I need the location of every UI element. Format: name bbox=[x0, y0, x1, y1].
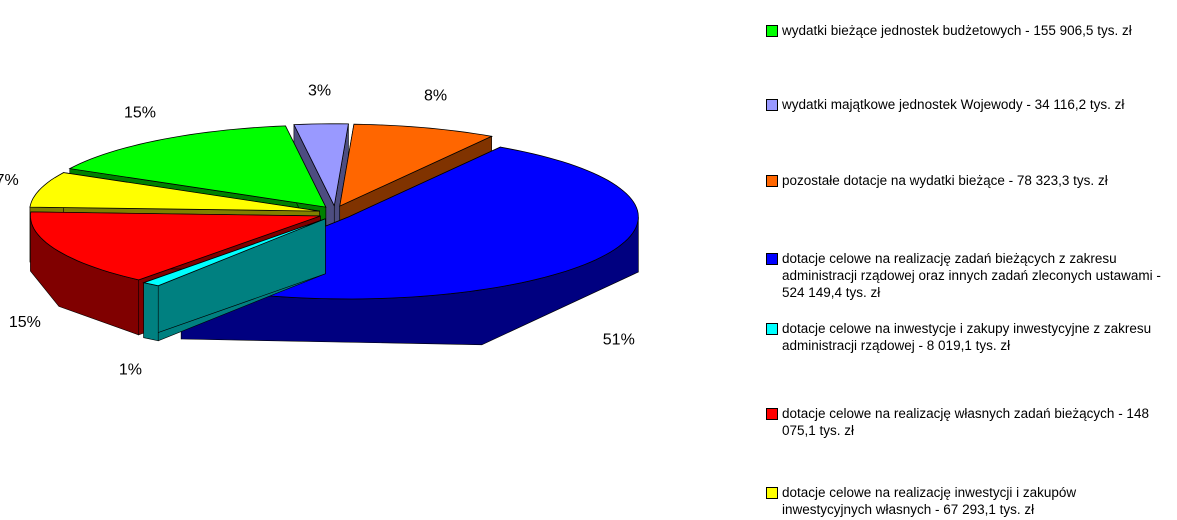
legend-label: dotacje celowe na realizację zadań bieżą… bbox=[782, 251, 1161, 300]
legend-item: wydatki majątkowe jednostek Wojewody - 3… bbox=[766, 96, 1166, 113]
legend-swatch bbox=[766, 99, 778, 111]
legend-item: dotacje celowe na inwestycje i zakupy in… bbox=[766, 320, 1166, 354]
legend-swatch bbox=[766, 487, 778, 499]
legend-item: dotacje celowe na realizację inwestycji … bbox=[766, 484, 1166, 518]
legend-item: dotacje celowe na realizację zadań bieżą… bbox=[766, 250, 1166, 301]
slice-top bbox=[68, 125, 327, 208]
data-label: 51% bbox=[603, 331, 635, 348]
data-label: 3% bbox=[308, 82, 331, 99]
slice-wall bbox=[143, 282, 159, 342]
slice bbox=[142, 218, 326, 342]
slice-top bbox=[293, 123, 349, 208]
data-label: 15% bbox=[124, 104, 156, 121]
legend-label: dotacje celowe na realizację własnych za… bbox=[782, 406, 1149, 438]
slice-top bbox=[29, 211, 321, 281]
slice-top bbox=[142, 218, 326, 287]
legend-item: wydatki bieżące jednostek budżetowych - … bbox=[766, 22, 1166, 39]
data-label: 1% bbox=[119, 362, 142, 379]
data-label: 7% bbox=[0, 172, 19, 189]
chart: 15% 3% 8% 51% 1% 15% 7% bbox=[0, 82, 639, 379]
legend-item: dotacje celowe na realizację własnych za… bbox=[766, 405, 1166, 439]
legend-label: dotacje celowe na inwestycje i zakupy in… bbox=[782, 321, 1152, 353]
data-label: 15% bbox=[9, 314, 41, 331]
legend-swatch bbox=[766, 408, 778, 420]
legend-item: pozostałe dotacje na wydatki bieżące - 7… bbox=[766, 172, 1166, 189]
legend-swatch bbox=[766, 175, 778, 187]
legend-label: wydatki bieżące jednostek budżetowych - … bbox=[782, 23, 1132, 38]
legend-swatch bbox=[766, 253, 778, 265]
slice-top bbox=[29, 172, 320, 212]
legend-label: dotacje celowe na realizację inwestycji … bbox=[782, 485, 1077, 517]
legend-label: wydatki majątkowe jednostek Wojewody - 3… bbox=[782, 97, 1125, 112]
data-label: 8% bbox=[424, 88, 447, 105]
legend-swatch bbox=[766, 25, 778, 37]
legend-label: pozostałe dotacje na wydatki bieżące - 7… bbox=[782, 173, 1108, 188]
legend-swatch bbox=[766, 323, 778, 335]
slice-top bbox=[339, 123, 494, 207]
